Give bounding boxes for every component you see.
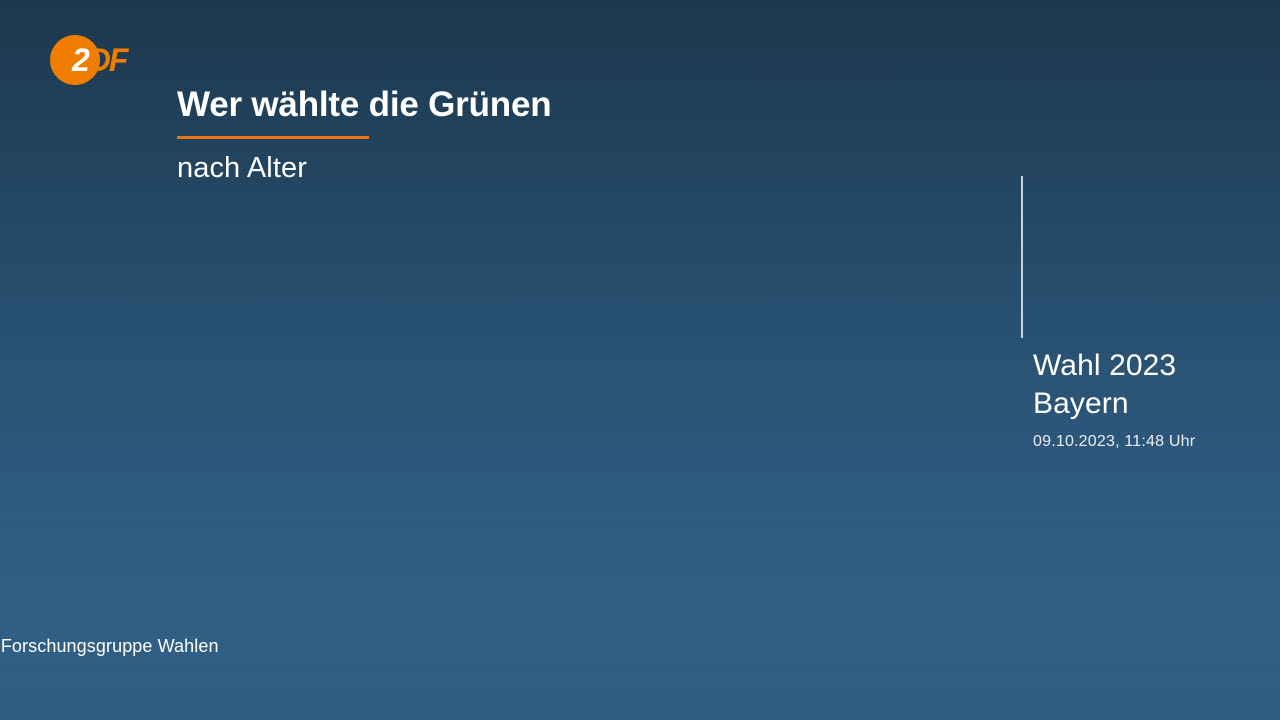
page-title: Wer wählte die Grünen xyxy=(177,85,552,124)
header-divider xyxy=(1021,176,1023,338)
zdf-logo-circle-icon xyxy=(50,35,100,85)
source-label: Quelle: Forschungsgruppe Wahlen xyxy=(0,636,219,656)
zdf-logo: 2DF xyxy=(50,35,136,85)
page-subtitle: nach Alter xyxy=(177,152,307,184)
timestamp-label: 09.10.2023, 11:48 Uhr xyxy=(1033,433,1196,450)
election-meta-block: Wahl 2023 Bayern 09.10.2023, 11:48 Uhr xyxy=(1033,347,1269,452)
title-accent-rule xyxy=(177,136,369,139)
zdf-logo-wordmark: 2DF xyxy=(72,41,129,79)
title-block: Wer wählte die Grünen nach Alter xyxy=(177,83,1280,186)
zdf-logo-letters-df: DF xyxy=(87,42,129,78)
zdf-logo-letter-2: 2 xyxy=(72,42,90,78)
election-name-line1: Wahl 2023 xyxy=(1033,349,1177,382)
election-name-line2: Bayern xyxy=(1033,387,1129,420)
